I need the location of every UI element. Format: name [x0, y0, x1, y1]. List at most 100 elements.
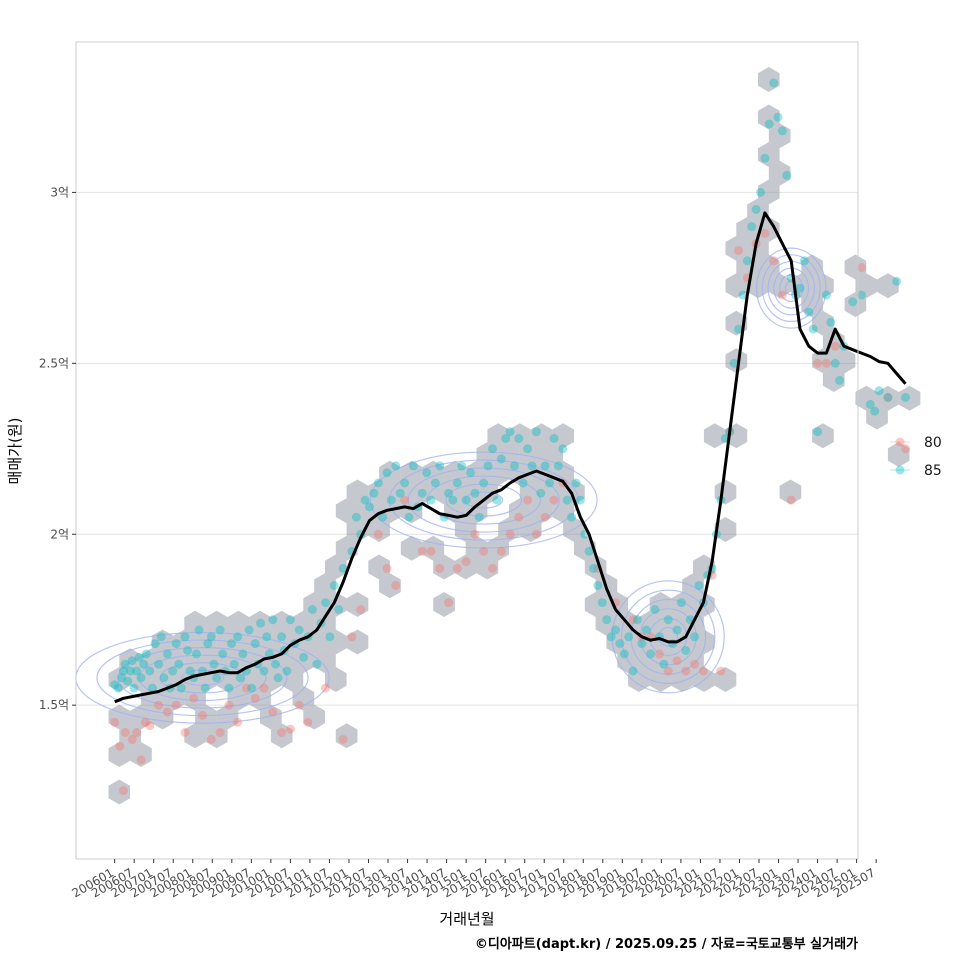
- hexbin-cell: [346, 629, 369, 655]
- hexbin-cell: [487, 460, 509, 486]
- data-point-85: [690, 632, 700, 642]
- hexbin-cell: [660, 648, 683, 674]
- hexbin-cell: [812, 273, 834, 299]
- hexbin-cell: [887, 442, 910, 467]
- legend-label-80: 80: [924, 435, 942, 451]
- data-point-85: [256, 618, 265, 628]
- data-point-85: [176, 683, 186, 693]
- data-point-80: [171, 700, 181, 710]
- hexbin-cell: [541, 479, 564, 505]
- data-point-80: [821, 358, 831, 368]
- data-point-85: [633, 615, 642, 625]
- data-point-85: [531, 427, 541, 437]
- data-point-85: [168, 666, 178, 676]
- hexbin-cell: [227, 610, 250, 636]
- data-point-80: [435, 563, 445, 573]
- data-point-85: [395, 488, 405, 498]
- hexbin-cell: [758, 104, 780, 130]
- data-point-85: [764, 119, 774, 129]
- hexbin-cell: [758, 142, 780, 167]
- data-point-85: [408, 461, 418, 471]
- contour-ring: [138, 654, 267, 702]
- data-point-85: [174, 659, 184, 669]
- data-point-85: [417, 488, 427, 498]
- data-point-80: [769, 256, 779, 266]
- data-point-85: [233, 632, 243, 642]
- data-point-85: [523, 444, 533, 454]
- plot-panel-border: [75, 41, 859, 860]
- data-point-85: [777, 126, 787, 136]
- data-point-85: [756, 187, 765, 197]
- hexbin-cell: [411, 479, 434, 505]
- legend-item-80[interactable]: 80: [890, 435, 942, 451]
- data-point-85: [747, 222, 757, 232]
- data-point-85: [171, 639, 181, 649]
- data-point-85: [235, 673, 245, 683]
- hexbin-cell: [422, 460, 445, 486]
- data-point-85: [474, 512, 484, 522]
- data-point-85: [282, 666, 292, 676]
- hexbin-cell: [260, 704, 282, 730]
- data-point-85: [194, 625, 204, 635]
- data-point-80: [233, 717, 243, 727]
- hexbin-cell: [714, 667, 737, 692]
- hexbin-cell: [855, 273, 878, 299]
- data-point-80: [698, 666, 708, 676]
- data-point-85: [650, 605, 660, 614]
- data-point-80: [540, 512, 550, 522]
- data-point-85: [681, 646, 691, 655]
- data-point-85: [209, 659, 219, 669]
- contour-ring: [388, 459, 579, 541]
- data-point-85: [259, 666, 269, 676]
- data-point-85: [830, 358, 840, 368]
- legend-item-85[interactable]: 85: [890, 463, 942, 479]
- hexbin-cell: [314, 610, 336, 636]
- data-point-85: [386, 495, 396, 505]
- contour-ring: [658, 626, 679, 647]
- data-point-80: [285, 724, 295, 734]
- data-point-85: [365, 502, 374, 512]
- y-tick-label: 1.5억: [39, 698, 69, 712]
- data-point-80: [250, 693, 260, 703]
- data-point-85: [154, 659, 164, 669]
- data-point-80: [356, 605, 366, 614]
- data-point-80: [373, 529, 383, 539]
- data-point-85: [496, 454, 506, 464]
- data-point-85: [734, 324, 743, 334]
- data-point-80: [189, 693, 199, 703]
- data-point-85: [180, 632, 190, 642]
- data-point-85: [134, 652, 144, 662]
- data-point-85: [118, 666, 128, 676]
- data-point-85: [113, 683, 123, 693]
- hexbin-cell: [108, 742, 131, 767]
- data-point-80: [132, 728, 142, 737]
- contour-ring: [779, 274, 804, 303]
- data-point-85: [488, 444, 497, 454]
- data-point-85: [514, 434, 524, 443]
- contour-ring: [755, 247, 827, 329]
- hexbin-cell: [314, 573, 336, 599]
- data-point-80: [452, 563, 462, 573]
- hexbin-cell: [205, 610, 228, 636]
- data-point-85: [212, 673, 222, 683]
- contour-ring: [159, 662, 246, 694]
- hexbin-cell: [682, 648, 704, 674]
- data-point-85: [129, 683, 139, 693]
- data-point-85: [277, 632, 287, 642]
- hexbin-cell: [725, 348, 748, 374]
- data-point-80: [277, 728, 287, 737]
- data-point-85: [558, 444, 568, 454]
- data-point-85: [540, 461, 550, 471]
- hexbin-cell: [130, 667, 152, 692]
- hexbin-cell: [736, 217, 758, 242]
- hexbin-cell: [249, 685, 271, 711]
- data-point-85: [672, 625, 682, 635]
- data-point-85: [139, 659, 149, 669]
- hexbin-cell: [812, 423, 834, 449]
- data-point-85: [200, 683, 210, 693]
- data-point-85: [360, 495, 370, 505]
- hexbin-cell: [552, 423, 574, 449]
- data-point-85: [518, 478, 528, 488]
- data-point-80: [628, 615, 638, 625]
- data-point-80: [198, 710, 207, 720]
